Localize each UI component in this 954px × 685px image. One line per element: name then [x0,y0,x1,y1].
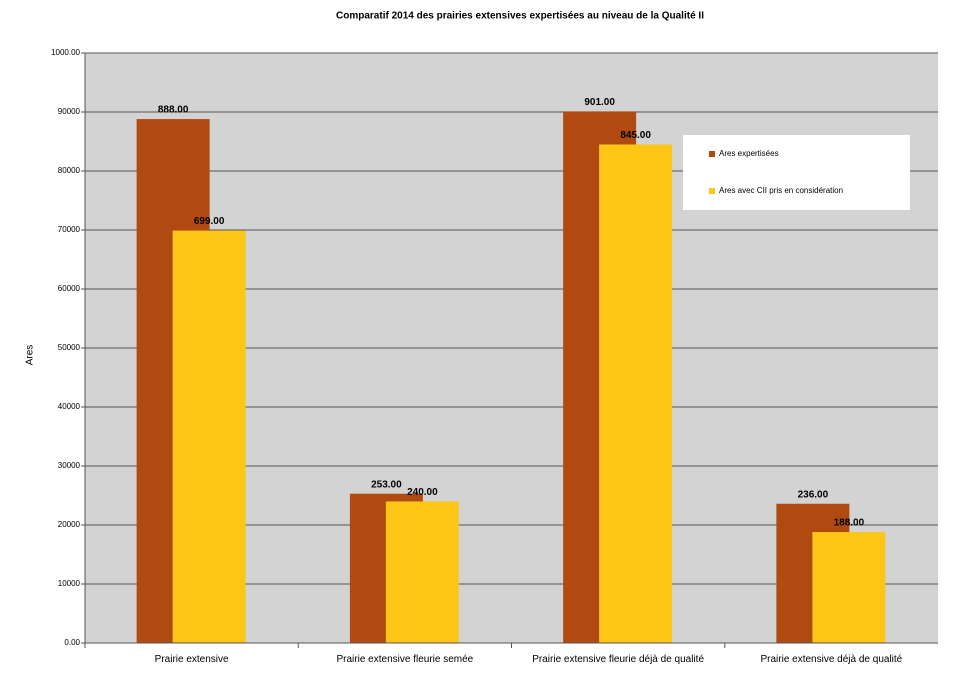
bar [812,532,886,643]
y-tick-label: 60000 [58,284,81,293]
data-label: 253.00 [371,479,402,490]
y-tick-label: 20000 [58,520,81,529]
x-tick-label: Prairie extensive déjà de qualité [760,654,903,665]
legend-label: Ares avec CII pris en considération [719,186,843,195]
y-tick-label: 80000 [58,166,81,175]
bar [172,230,246,643]
x-tick-label: Prairie extensive fleurie semée [336,654,474,665]
data-label: 188.00 [834,518,865,529]
x-tick-label: Prairie extensive [154,654,229,665]
data-label: 901.00 [584,97,615,108]
y-tick-label: 50000 [58,343,81,352]
y-axis-label: Ares [25,345,36,366]
data-label: 699.00 [194,216,225,227]
legend-swatch [709,188,715,194]
data-label: 845.00 [620,130,651,141]
y-tick-label: 70000 [58,225,81,234]
y-tick-label: 90000 [58,107,81,116]
legend-label: Ares expertisées [719,149,779,158]
legend-box [683,135,910,210]
legend-swatch [709,151,715,157]
data-label: 240.00 [407,487,438,498]
y-tick-label: 10000 [58,579,81,588]
y-tick-label: 40000 [58,402,81,411]
chart-title: Comparatif 2014 des prairies extensives … [336,11,704,22]
bar [385,501,459,643]
data-label: 236.00 [798,489,829,500]
data-label: 888.00 [158,105,189,116]
bar [599,144,673,643]
y-tick-label: 30000 [58,461,81,470]
y-tick-label: 0.00 [64,638,80,647]
x-tick-label: Prairie extensive fleurie déjà de qualit… [532,654,705,665]
y-tick-label: 1000.00 [51,48,80,57]
